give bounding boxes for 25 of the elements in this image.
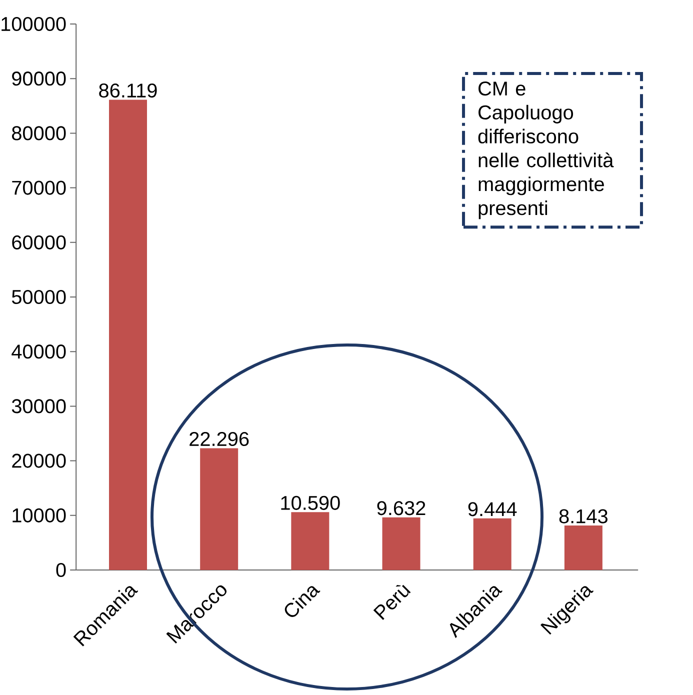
bar — [291, 512, 330, 570]
y-tick-label: 40000 — [12, 344, 66, 359]
data-label: 22.296 — [190, 432, 249, 446]
bar — [109, 100, 147, 570]
data-label: 10.590 — [281, 496, 340, 510]
y-tick-label: 0 — [56, 562, 66, 578]
y-tick-label: 30000 — [12, 399, 66, 414]
bar — [200, 448, 238, 570]
data-label: 9.444 — [468, 502, 517, 516]
bar — [564, 526, 602, 570]
annotation: CM e Capoluogo differiscono nelle collettività maggiormente presenti — [478, 82, 614, 220]
y-tick-label: 100000 — [2, 16, 66, 32]
y-tick-label: 20000 — [12, 454, 66, 468]
data-label: 9.632 — [377, 501, 426, 516]
x-tick-label: Cina — [284, 586, 320, 617]
y-tick-label: 70000 — [12, 180, 66, 195]
y-tick-label: 10000 — [12, 508, 66, 522]
bar — [473, 518, 512, 570]
y-tick-label: 50000 — [12, 290, 66, 304]
data-label: 86.119 — [99, 83, 157, 98]
y-tick-label: 80000 — [12, 126, 66, 140]
data-label: 8.143 — [559, 509, 608, 524]
y-tick-label: 90000 — [12, 72, 66, 86]
bar — [382, 517, 420, 570]
y-tick-label: 60000 — [12, 235, 66, 250]
